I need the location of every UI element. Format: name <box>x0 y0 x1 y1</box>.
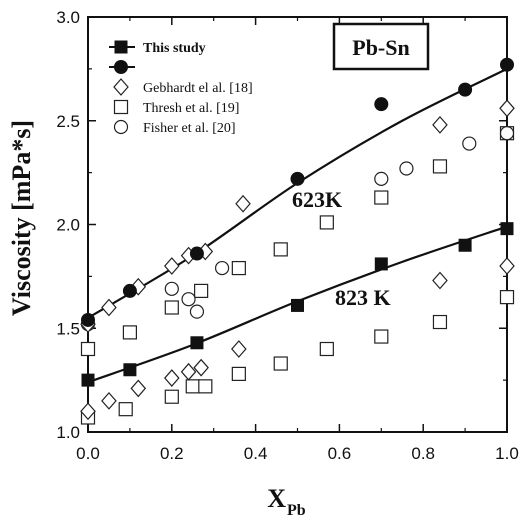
legend-label: Gebhardt el al. [18] <box>143 81 253 96</box>
axis-ticks: 0.0 0.2 0.4 0.6 0.8 1.0 1.0 1.5 2.0 2.5 3.0 <box>56 8 518 463</box>
data-point-circle-filled <box>458 83 472 97</box>
data-point-square-filled <box>82 374 95 387</box>
legend-marker-circle-open <box>115 121 128 134</box>
y-tick-label: 2.5 <box>56 112 80 131</box>
x-tick-label: 0.2 <box>160 444 184 463</box>
legend-label: Fisher et al. [20] <box>143 121 236 136</box>
chart-title-box: Pb-Sn <box>334 24 428 69</box>
data-point-circle-filled <box>500 58 514 72</box>
data-point-square-open <box>375 191 388 204</box>
annotation-823k: 823 K <box>335 285 391 310</box>
data-point-circle-filled <box>123 284 137 298</box>
data-point-circle-open <box>463 137 476 150</box>
x-axis-title-sub: Pb <box>287 502 306 519</box>
legend-label: This study <box>143 41 206 56</box>
y-tick-label: 1.5 <box>56 319 80 338</box>
data-point-square-open <box>320 343 333 356</box>
legend-marker-square-filled <box>115 41 128 54</box>
data-point-diamond <box>500 258 514 274</box>
x-tick-label: 1.0 <box>495 444 519 463</box>
data-point-square-open <box>123 326 136 339</box>
data-point-square-open <box>501 291 514 304</box>
data-point-circle-open <box>400 162 413 175</box>
data-point-square-open <box>433 316 446 329</box>
y-tick-label: 1.0 <box>56 423 80 442</box>
data-point-diamond <box>194 360 208 376</box>
plot-frame <box>88 17 507 432</box>
y-axis-title: Viscosity [mPa*s] <box>7 120 36 316</box>
data-point-square-open <box>82 343 95 356</box>
data-point-diamond <box>102 393 116 409</box>
x-tick-label: 0.8 <box>411 444 435 463</box>
x-axis-title: X Pb <box>267 484 306 519</box>
y-tick-label: 2.0 <box>56 216 80 235</box>
data-point-square-open <box>165 390 178 403</box>
annotation-623k: 623K <box>292 187 342 212</box>
data-point-circle-filled <box>81 313 95 327</box>
legend-marker-diamond <box>114 79 128 95</box>
data-point-diamond <box>165 370 179 386</box>
data-point-circle-open <box>375 172 388 185</box>
data-point-square-open <box>232 262 245 275</box>
data-point-diamond <box>433 117 447 133</box>
data-point-square-filled <box>459 239 472 252</box>
data-point-square-open <box>433 160 446 173</box>
chart-title: Pb-Sn <box>352 35 409 60</box>
data-point-square-open <box>186 380 199 393</box>
data-point-diamond <box>236 196 250 212</box>
data-point-diamond <box>433 273 447 289</box>
legend: This study Gebhardt el al. [18] Thresh et … <box>109 41 253 137</box>
legend-label: Thresh et al. [19] <box>143 101 239 116</box>
data-point-circle-open <box>501 127 514 140</box>
x-axis-title-main: X <box>267 484 286 513</box>
y-tick-label: 3.0 <box>56 8 80 27</box>
data-point-square-open <box>199 380 212 393</box>
data-point-square-filled <box>375 257 388 270</box>
data-point-circle-filled <box>374 97 388 111</box>
legend-marker-circle-filled <box>114 60 128 74</box>
plot-border <box>88 17 507 432</box>
x-tick-label: 0.6 <box>328 444 352 463</box>
data-point-circle-open <box>165 282 178 295</box>
data-point-circle-open <box>182 293 195 306</box>
data-point-square-open <box>274 243 287 256</box>
data-point-square-filled <box>501 222 514 235</box>
data-point-square-open <box>195 284 208 297</box>
data-point-square-open <box>165 301 178 314</box>
x-tick-label: 0.0 <box>76 444 100 463</box>
data-point-square-open <box>320 216 333 229</box>
data-point-square-open <box>375 330 388 343</box>
data-point-square-filled <box>123 363 136 376</box>
data-point-diamond <box>500 100 514 116</box>
legend-marker-square-open <box>115 101 128 114</box>
data-point-diamond <box>131 380 145 396</box>
data-point-square-filled <box>190 336 203 349</box>
data-point-circle-open <box>190 305 203 318</box>
x-tick-label: 0.4 <box>244 444 268 463</box>
data-point-circle-filled <box>190 247 204 261</box>
data-point-circle-open <box>216 262 229 275</box>
data-point-square-open <box>119 403 132 416</box>
data-point-circle-filled <box>291 172 305 186</box>
data-point-diamond <box>182 364 196 380</box>
data-point-square-open <box>274 357 287 370</box>
data-point-square-filled <box>291 299 304 312</box>
data-point-diamond <box>232 341 246 357</box>
data-point-square-open <box>232 367 245 380</box>
